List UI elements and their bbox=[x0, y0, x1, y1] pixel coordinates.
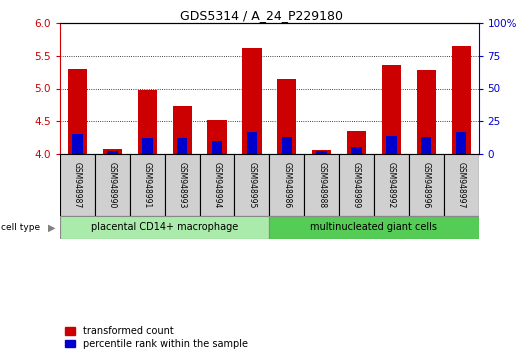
Bar bbox=[242, 48, 262, 154]
Bar bbox=[138, 91, 157, 154]
Bar bbox=[208, 120, 226, 154]
Text: GSM948994: GSM948994 bbox=[212, 162, 222, 208]
Bar bbox=[95, 154, 130, 216]
Text: GSM948987: GSM948987 bbox=[73, 162, 82, 208]
Bar bbox=[444, 154, 479, 216]
Text: GSM948997: GSM948997 bbox=[457, 162, 465, 208]
Bar bbox=[347, 131, 366, 154]
Text: GSM948995: GSM948995 bbox=[247, 162, 256, 208]
Bar bbox=[312, 150, 331, 154]
Bar bbox=[103, 149, 122, 154]
Bar bbox=[247, 132, 257, 154]
Bar bbox=[382, 65, 401, 154]
Bar bbox=[351, 148, 362, 154]
Text: GDS5314 / A_24_P229180: GDS5314 / A_24_P229180 bbox=[180, 9, 343, 22]
Bar bbox=[165, 154, 200, 216]
Bar bbox=[212, 141, 222, 154]
Text: GSM948990: GSM948990 bbox=[108, 162, 117, 208]
Text: cell type: cell type bbox=[1, 223, 40, 232]
Bar bbox=[107, 152, 118, 154]
Bar bbox=[374, 154, 409, 216]
Text: GSM948986: GSM948986 bbox=[282, 162, 291, 208]
Bar bbox=[417, 69, 436, 154]
Bar bbox=[421, 137, 431, 154]
Text: placental CD14+ macrophage: placental CD14+ macrophage bbox=[91, 222, 238, 233]
Text: GSM948989: GSM948989 bbox=[352, 162, 361, 208]
Bar bbox=[451, 46, 471, 154]
Bar bbox=[304, 154, 339, 216]
Text: ▶: ▶ bbox=[48, 222, 55, 233]
Bar bbox=[60, 154, 95, 216]
Bar bbox=[177, 138, 187, 154]
Text: GSM948991: GSM948991 bbox=[143, 162, 152, 208]
Bar bbox=[130, 154, 165, 216]
Bar bbox=[173, 105, 192, 154]
Bar bbox=[269, 216, 479, 239]
Bar bbox=[386, 136, 396, 154]
Bar bbox=[339, 154, 374, 216]
Bar bbox=[68, 69, 87, 154]
Bar bbox=[60, 216, 269, 239]
Bar bbox=[269, 154, 304, 216]
Bar bbox=[456, 132, 467, 154]
Text: GSM948993: GSM948993 bbox=[178, 162, 187, 208]
Text: multinucleated giant cells: multinucleated giant cells bbox=[311, 222, 437, 233]
Legend: transformed count, percentile rank within the sample: transformed count, percentile rank withi… bbox=[65, 326, 247, 349]
Text: GSM948992: GSM948992 bbox=[387, 162, 396, 208]
Bar bbox=[234, 154, 269, 216]
Bar bbox=[200, 154, 234, 216]
Bar bbox=[409, 154, 444, 216]
Bar bbox=[277, 79, 297, 154]
Bar bbox=[281, 137, 292, 154]
Bar bbox=[142, 138, 153, 154]
Text: GSM948988: GSM948988 bbox=[317, 162, 326, 208]
Bar bbox=[72, 135, 83, 154]
Text: GSM948996: GSM948996 bbox=[422, 162, 431, 208]
Bar bbox=[316, 152, 327, 154]
